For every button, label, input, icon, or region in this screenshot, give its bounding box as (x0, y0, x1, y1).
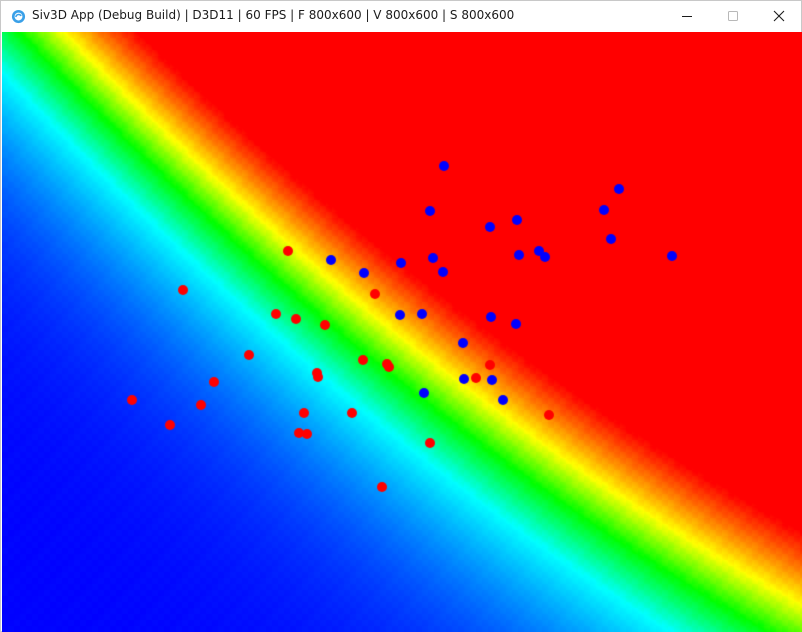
classification-canvas[interactable] (2, 32, 802, 632)
siv3d-app-icon (11, 9, 26, 24)
minimize-button[interactable] (664, 1, 710, 32)
minimize-icon (682, 16, 692, 17)
close-button[interactable] (756, 1, 802, 32)
maximize-icon (728, 11, 738, 21)
window-title: Siv3D App (Debug Build) | D3D11 | 60 FPS… (32, 8, 515, 22)
maximize-button[interactable] (710, 1, 756, 32)
close-icon (773, 10, 785, 22)
title-bar[interactable]: Siv3D App (Debug Build) | D3D11 | 60 FPS… (1, 1, 801, 32)
